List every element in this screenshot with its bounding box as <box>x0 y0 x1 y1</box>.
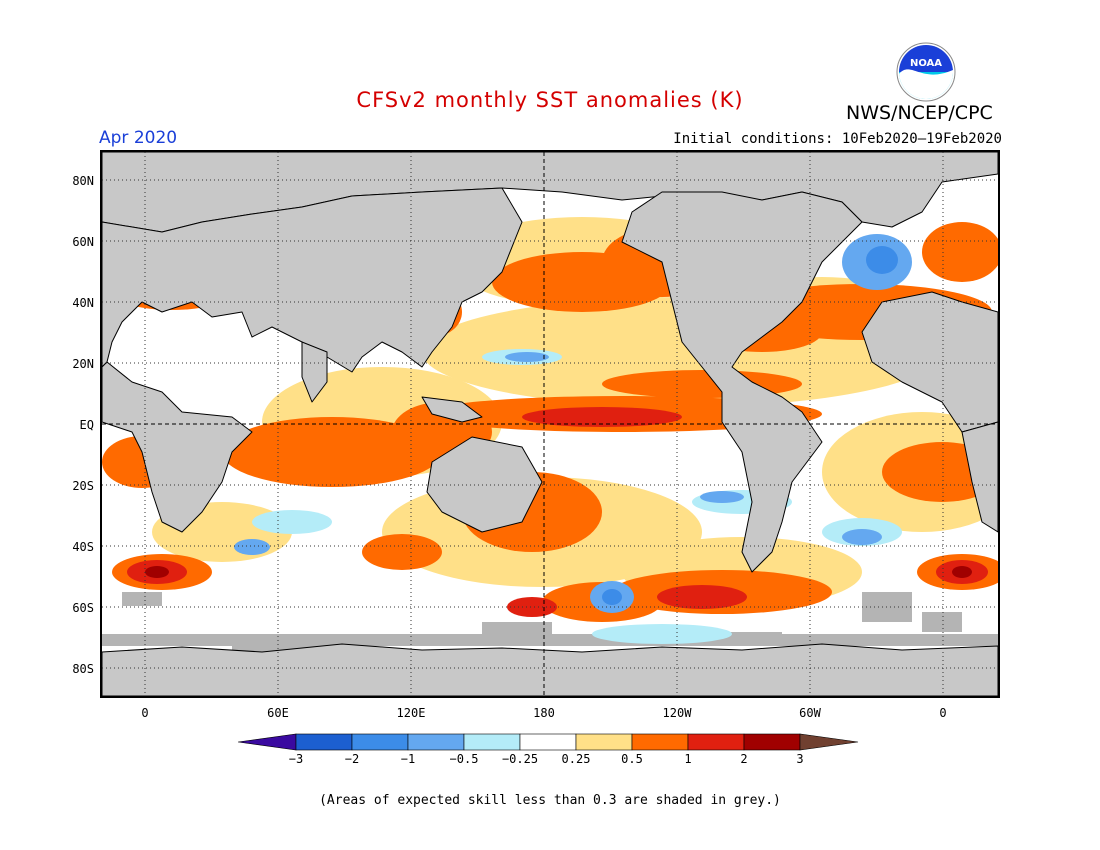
agency-label: NWS/NCEP/CPC <box>846 102 993 124</box>
colorbar-max-triangle <box>799 733 859 751</box>
x-tick-label: 180 <box>533 706 555 720</box>
colorbar-label: 0.25 <box>561 752 591 766</box>
colorbar-segment <box>575 733 633 751</box>
colorbar-segment <box>407 733 465 751</box>
colorbar-label: −2 <box>344 752 360 766</box>
colorbar-label: 2 <box>740 752 748 766</box>
y-tick-label: EQ <box>79 418 94 432</box>
colorbar-segment <box>631 733 689 751</box>
x-tick-label: 120E <box>396 706 426 720</box>
x-tick-label: 0 <box>939 706 947 720</box>
colorbar-label: 1 <box>684 752 692 766</box>
sst-anomaly-map <box>100 150 1000 698</box>
y-tick-label: 20N <box>72 357 94 371</box>
y-tick-label: 40N <box>72 296 94 310</box>
x-tick-label: 0 <box>141 706 149 720</box>
colorbar-min-triangle <box>238 733 297 751</box>
colorbar-label: −3 <box>288 752 304 766</box>
colorbar-segment <box>687 733 745 751</box>
colorbar <box>238 733 859 751</box>
colorbar-label: 3 <box>796 752 804 766</box>
logo-text: NOAA <box>910 58 942 69</box>
africa-east <box>102 361 253 533</box>
antarctica <box>102 643 998 696</box>
map-title: CFSv2 monthly SST anomalies (K) <box>356 88 744 112</box>
skill-note: (Areas of expected skill less than 0.3 a… <box>319 793 781 808</box>
y-tick-label: 20S <box>72 479 94 493</box>
y-tick-label: 40S <box>72 540 94 554</box>
eurasia <box>102 187 523 373</box>
colorbar-label: −0.25 <box>501 752 539 766</box>
australia <box>426 436 543 533</box>
colorbar-label: 0.5 <box>621 752 643 766</box>
land-masses <box>102 152 998 696</box>
y-tick-label: 60N <box>72 235 94 249</box>
colorbar-segment <box>743 733 801 751</box>
noaa-logo-icon: NOAA <box>896 42 956 102</box>
x-tick-label: 120W <box>662 706 692 720</box>
colorbar-label: −0.5 <box>449 752 479 766</box>
x-tick-label: 60E <box>267 706 289 720</box>
colorbar-segment <box>295 733 353 751</box>
y-tick-label: 60S <box>72 601 94 615</box>
y-tick-label: 80S <box>72 662 94 676</box>
indonesia <box>421 396 483 423</box>
colorbar-segment <box>351 733 409 751</box>
india <box>301 341 328 403</box>
y-tick-label: 80N <box>72 174 94 188</box>
americas <box>621 191 863 573</box>
colorbar-segment <box>463 733 521 751</box>
colorbar-segment <box>519 733 577 751</box>
colorbar-label: −1 <box>400 752 416 766</box>
equator-dateline <box>102 152 998 696</box>
initial-conditions: Initial conditions: 10Feb2020–19Feb2020 <box>673 131 1002 147</box>
forecast-month: Apr 2020 <box>99 128 178 148</box>
x-tick-label: 60W <box>799 706 821 720</box>
sst-anomaly-field <box>102 184 998 644</box>
